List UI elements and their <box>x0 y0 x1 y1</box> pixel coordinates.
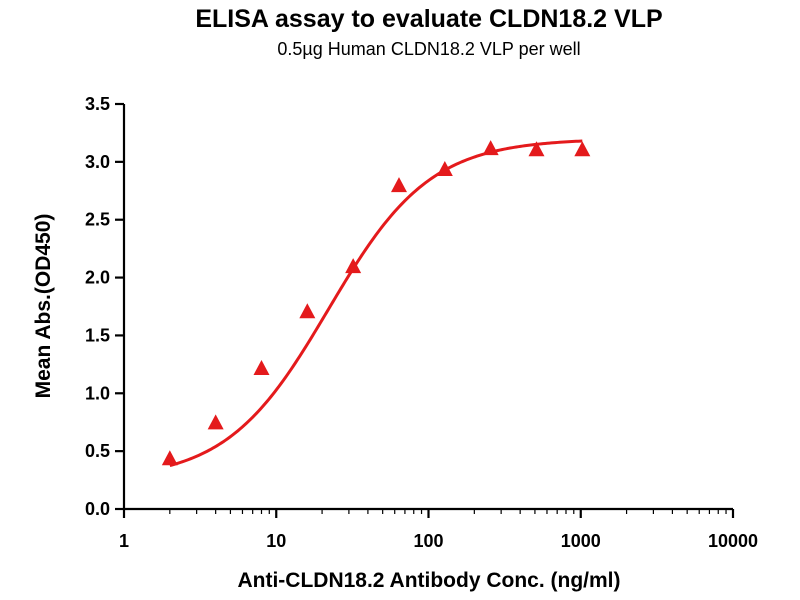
y-tick-label-4: 2.0 <box>85 268 110 288</box>
y-tick-label-1: 0.5 <box>85 441 110 461</box>
y-tick-label-3: 1.5 <box>85 325 110 345</box>
data-point-5 <box>390 177 407 193</box>
data-markers <box>161 140 591 466</box>
y-tick-label-7: 3.5 <box>85 94 110 114</box>
y-axis-label: Mean Abs.(OD450) <box>32 214 55 399</box>
data-point-0 <box>161 450 178 466</box>
x-ticks: 1 10 100 1000 10000 <box>119 509 758 551</box>
y-tick-label-2: 1.0 <box>85 383 110 403</box>
data-point-2 <box>253 359 270 375</box>
y-tick-label-5: 2.5 <box>85 210 110 230</box>
data-point-9 <box>574 141 591 157</box>
x-axis-label: Anti-CLDN18.2 Antibody Conc. (ng/ml) <box>237 569 620 592</box>
fit-curve <box>169 139 583 468</box>
y-tick-label-6: 3.0 <box>85 152 110 172</box>
x-tick-label-0: 1 <box>119 531 129 551</box>
data-point-6 <box>436 160 453 176</box>
data-point-4 <box>345 258 362 274</box>
x-tick-label-3: 1000 <box>561 531 601 551</box>
data-point-7 <box>482 140 499 156</box>
y-ticks: 0.0 0.5 1.0 1.5 2.0 2.5 3.0 3.5 <box>85 94 124 519</box>
data-point-3 <box>299 303 316 319</box>
x-tick-label-1: 10 <box>266 531 286 551</box>
data-point-1 <box>207 414 224 430</box>
x-tick-label-4: 10000 <box>708 531 758 551</box>
chart-subtitle: 0.5µg Human CLDN18.2 VLP per well <box>277 39 580 59</box>
x-tick-label-2: 100 <box>413 531 443 551</box>
chart-title: ELISA assay to evaluate CLDN18.2 VLP <box>195 5 662 33</box>
y-tick-label-0: 0.0 <box>85 499 110 519</box>
data-point-8 <box>528 141 545 157</box>
